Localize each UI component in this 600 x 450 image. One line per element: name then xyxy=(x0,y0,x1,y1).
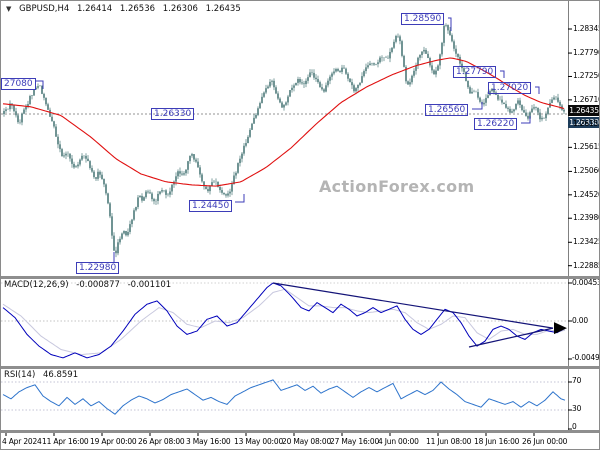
rsi-value: 46.8591 xyxy=(42,370,79,380)
date-axis-label: 18 Jun 16:00 xyxy=(474,437,520,446)
rsi-zero-label: 0 xyxy=(572,422,577,431)
rsi-lower-label: 30 xyxy=(572,404,582,413)
price-level-label: 1.28590 xyxy=(401,13,445,25)
symbol-label: GBPUSD,H4 xyxy=(19,4,70,14)
macd-indicator-label: MACD(12,26,9) -0.000877 -0.001101 xyxy=(4,280,176,290)
rsi-indicator-label: RSI(14) 46.8591 xyxy=(4,370,83,380)
date-axis-label: 11 Jun 08:00 xyxy=(426,437,472,446)
macd-max-label: 0.004533 xyxy=(572,278,599,287)
symbol-dropdown-icon[interactable]: ▼ xyxy=(6,5,12,13)
date-axis-label: 26 Jun 00:00 xyxy=(522,437,568,446)
watermark: ActionForex.com xyxy=(319,177,475,196)
date-axis-label: 11 Apr 16:00 xyxy=(42,437,89,446)
price-axis-label: 1.23425 xyxy=(573,237,600,247)
price-level-label: 1.26560 xyxy=(425,104,469,116)
date-axis-label: 26 Apr 08:00 xyxy=(138,437,185,446)
price-level-label: 1.27020 xyxy=(488,82,532,94)
date-axis-label: 19 Apr 00:00 xyxy=(90,437,137,446)
date-axis-label: 4 Apr 2024 xyxy=(2,437,42,446)
date-axis-label: 13 May 00:00 xyxy=(234,437,284,446)
date-axis-label: 20 May 08:00 xyxy=(282,437,332,446)
macd-signal-value: -0.001101 xyxy=(127,280,172,290)
price-axis-label: 1.24520 xyxy=(573,189,600,199)
date-axis-label: 27 May 16:00 xyxy=(330,437,380,446)
price-axis-label: 1.25060 xyxy=(573,166,600,176)
price-level-label: 1.26220 xyxy=(474,118,518,130)
price-level-label: 1.22980 xyxy=(76,262,120,274)
bid-price-box: 1.26435 xyxy=(568,105,599,116)
chart-header: ▼ GBPUSD,H4 1.26414 1.26536 1.26306 1.26… xyxy=(6,4,246,14)
price-axis-label: 1.26155 xyxy=(573,118,600,128)
price-axis-label: 1.27790 xyxy=(573,48,600,58)
ohlc-high: 1.26536 xyxy=(119,4,156,14)
price-axis-label: 1.26710 xyxy=(573,94,600,104)
price-axis-label: 1.25615 xyxy=(573,142,600,152)
macd-zero-label: 0.00 xyxy=(572,316,588,325)
panel-separator[interactable] xyxy=(1,276,599,279)
price-level-label: 27080 xyxy=(1,78,36,90)
macd-min-label: -0.00496 xyxy=(572,353,600,362)
price-axis-label: 1.28345 xyxy=(573,24,600,33)
macd-main-value: -0.000877 xyxy=(76,280,120,290)
price-axis-label: 1.23980 xyxy=(573,213,600,223)
macd-name: MACD(12,26,9) xyxy=(4,280,69,290)
date-axis-label: 3 May 16:00 xyxy=(186,437,231,446)
ohlc-open: 1.26414 xyxy=(77,4,113,14)
price-axis-label: 1.27250 xyxy=(573,71,600,81)
date-axis-label: 4 Jun 00:00 xyxy=(378,437,419,446)
price-axis-label: 1.22885 xyxy=(573,260,600,270)
level-price-box: 1.26330 xyxy=(568,117,599,128)
panel-separator[interactable] xyxy=(1,366,599,369)
price-level-label: 1.27790 xyxy=(453,66,497,78)
rsi-upper-label: 70 xyxy=(572,376,582,385)
price-level-label: 1.26330 xyxy=(151,108,195,120)
ohlc-close: 1.26435 xyxy=(205,4,241,14)
panel-separator[interactable] xyxy=(1,430,599,433)
rsi-name: RSI(14) xyxy=(4,370,36,380)
price-level-label: 1.24450 xyxy=(189,200,233,212)
ohlc-low: 1.26306 xyxy=(162,4,198,14)
